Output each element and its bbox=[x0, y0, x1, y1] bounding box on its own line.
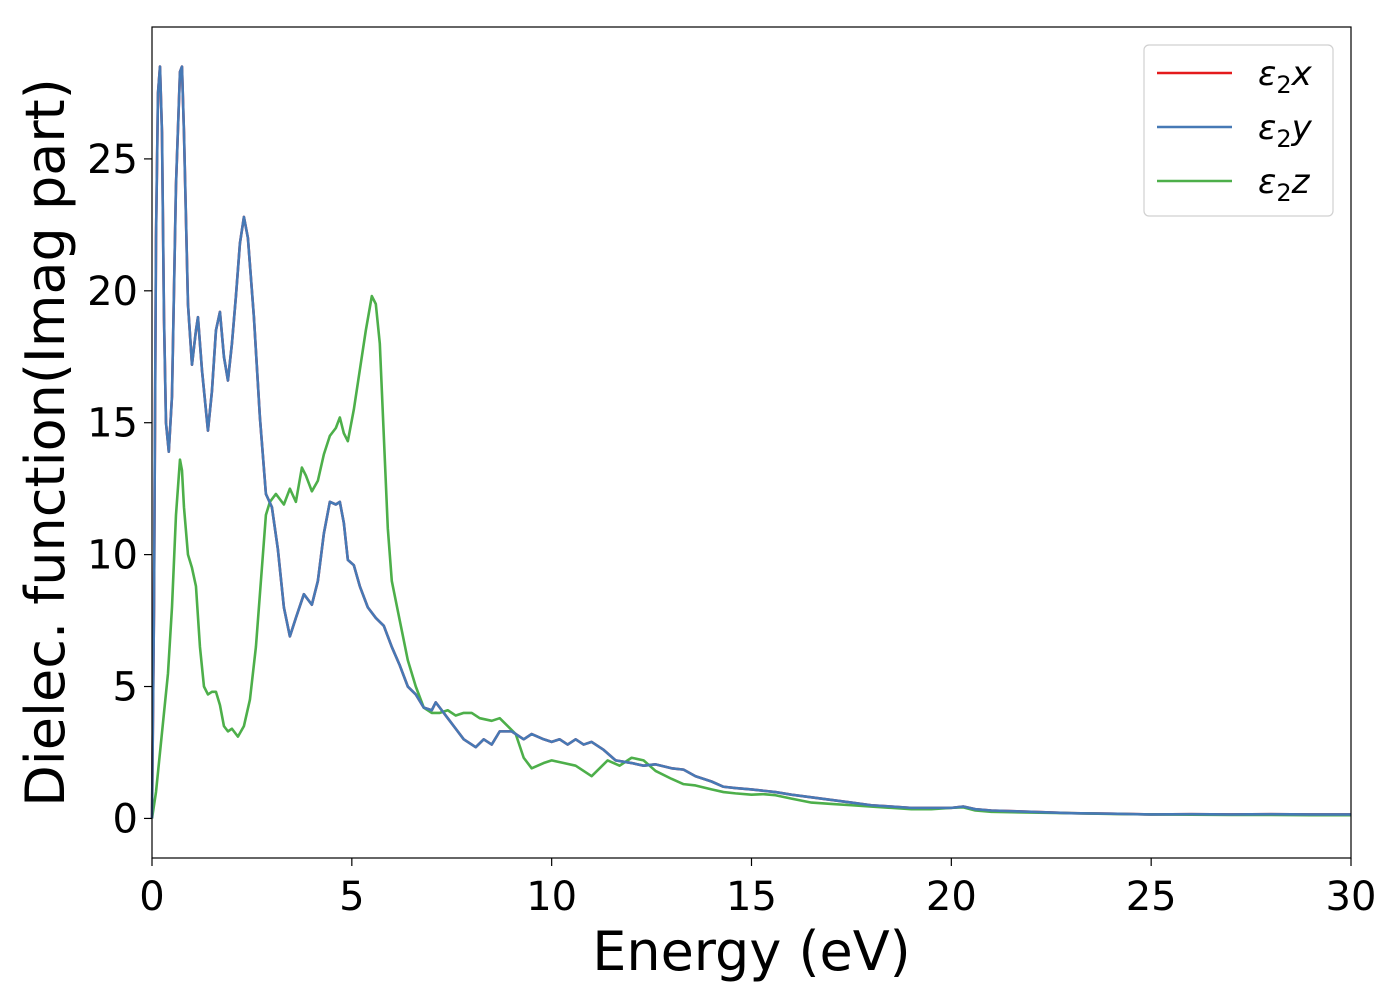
y-tick-label: 15 bbox=[87, 401, 138, 447]
legend-label: ε2x bbox=[1258, 54, 1313, 99]
legend-entry-y: ε2y bbox=[1157, 108, 1313, 153]
y-tick-label: 0 bbox=[113, 796, 138, 842]
x-tick-label: 5 bbox=[339, 874, 364, 920]
y-tick-label: 25 bbox=[87, 137, 138, 183]
x-axis: 0 5 10 15 20 25 30 bbox=[139, 858, 1376, 920]
x-tick-label: 25 bbox=[1126, 874, 1177, 920]
y-tick-label: 5 bbox=[113, 665, 138, 711]
x-axis-title: Energy (eV) bbox=[592, 920, 911, 983]
legend-label: ε2y bbox=[1258, 108, 1313, 153]
y-tick-label: 10 bbox=[87, 533, 138, 579]
legend-entry-z: ε2z bbox=[1157, 162, 1311, 207]
legend-label: ε2z bbox=[1258, 162, 1311, 207]
y-tick-label: 20 bbox=[87, 269, 138, 315]
legend-entry-x: ε2x bbox=[1157, 54, 1313, 99]
x-tick-label: 0 bbox=[139, 874, 164, 920]
y-axis-title: Dielec. function(Imag part) bbox=[14, 78, 77, 807]
series-line-z bbox=[150, 294, 1351, 819]
y-axis: 0 5 10 15 20 25 bbox=[87, 137, 152, 842]
legend-box bbox=[1143, 44, 1334, 217]
series-layer bbox=[150, 65, 1351, 819]
x-tick-label: 10 bbox=[526, 874, 577, 920]
x-tick-label: 15 bbox=[726, 874, 777, 920]
legend: ε2x ε2y ε2z bbox=[1143, 44, 1334, 217]
x-tick-label: 30 bbox=[1326, 874, 1377, 920]
x-tick-label: 20 bbox=[926, 874, 977, 920]
series-line-y bbox=[150, 65, 1351, 819]
